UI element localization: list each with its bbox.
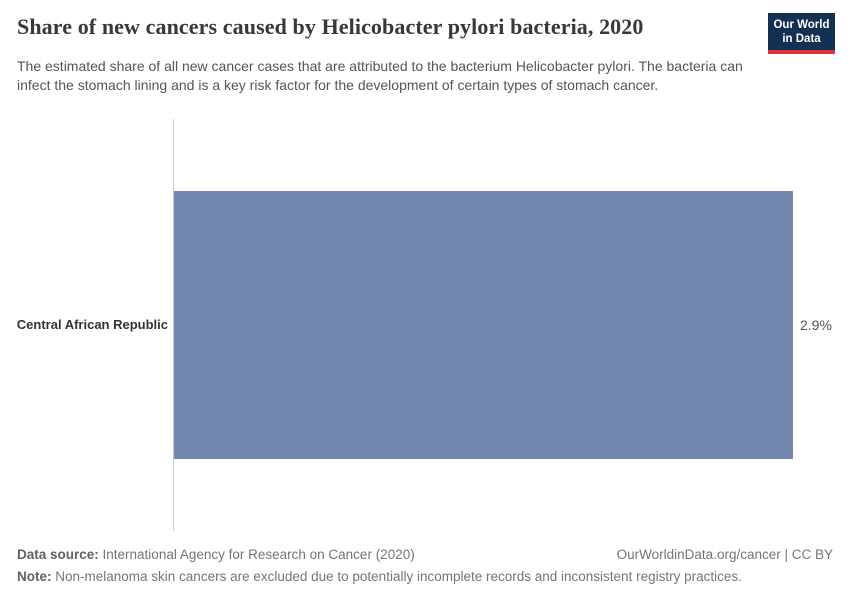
data-source-label: Data source: bbox=[17, 547, 99, 562]
footer-note: Note: Non-melanoma skin cancers are excl… bbox=[17, 569, 833, 584]
footer-row: Data source: International Agency for Re… bbox=[17, 547, 833, 562]
footer: Data source: International Agency for Re… bbox=[17, 547, 833, 584]
owid-logo-stripe bbox=[768, 50, 835, 54]
owid-logo-line2: in Data bbox=[782, 33, 821, 45]
chart-subtitle: The estimated share of all new cancer ca… bbox=[17, 58, 743, 93]
owid-logo-line1: Our World bbox=[773, 19, 830, 31]
bar[interactable] bbox=[174, 191, 793, 459]
data-source: Data source: International Agency for Re… bbox=[17, 547, 415, 562]
page-title: Share of new cancers caused by Helicobac… bbox=[17, 14, 644, 39]
y-axis-line bbox=[173, 119, 174, 531]
owid-link[interactable]: OurWorldinData.org/cancer | CC BY bbox=[616, 547, 833, 562]
data-source-text: International Agency for Research on Can… bbox=[98, 547, 415, 562]
owid-logo: Our World in Data bbox=[768, 13, 835, 54]
bar-row: 2.9% bbox=[174, 191, 832, 459]
entity-label: Central African Republic bbox=[16, 317, 168, 332]
value-label: 2.9% bbox=[800, 317, 832, 333]
note-label: Note: bbox=[17, 569, 52, 584]
note-text: Non-melanoma skin cancers are excluded d… bbox=[51, 569, 742, 584]
